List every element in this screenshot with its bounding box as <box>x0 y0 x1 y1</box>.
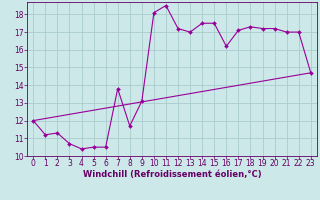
X-axis label: Windchill (Refroidissement éolien,°C): Windchill (Refroidissement éolien,°C) <box>83 170 261 179</box>
